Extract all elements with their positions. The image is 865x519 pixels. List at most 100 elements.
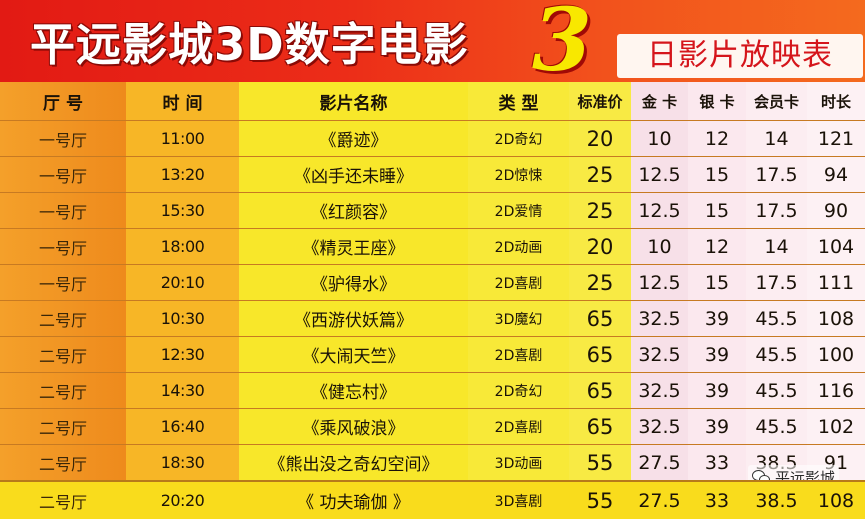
- hall-cell: 一号厅: [0, 193, 126, 228]
- hall-cell: 一号厅: [0, 121, 126, 156]
- film-title-cell: 《熊出没之奇幻空间》: [239, 445, 468, 480]
- hall-cell: 二号厅: [0, 373, 126, 408]
- silver-price-cell: 39: [688, 301, 746, 336]
- silver-price-cell: 12: [688, 229, 746, 264]
- column-header-time: 时 间: [126, 82, 239, 120]
- type-cell: 2D奇幻: [468, 373, 569, 408]
- film-title-cell: 《驴得水》: [239, 265, 468, 300]
- column-header-member-card: 会员卡: [746, 82, 807, 120]
- time-cell: 12:30: [126, 337, 239, 372]
- standard-price-cell: 55: [586, 488, 614, 513]
- duration-cell: 111: [807, 265, 865, 300]
- silver-price-cell: 33: [688, 445, 746, 480]
- duration-cell: 108: [817, 489, 855, 512]
- duration-cell: 104: [807, 229, 865, 264]
- column-header-title: 影片名称: [239, 82, 468, 120]
- table-row-highlight: 二号厅 20:20 《 功夫瑜伽 》 3D喜剧 55 27.5 33 38.5 108: [0, 480, 865, 519]
- hall-cell: 二号厅: [0, 337, 126, 372]
- duration-cell: 121: [807, 121, 865, 156]
- film-title-cell: 《大闹天竺》: [239, 337, 468, 372]
- type-cell: 3D动画: [468, 445, 569, 480]
- time-cell: 11:00: [126, 121, 239, 156]
- standard-price-cell: 65: [569, 373, 631, 408]
- gold-price-cell: 27.5: [631, 445, 688, 480]
- column-header-gold-card: 金 卡: [631, 82, 688, 120]
- type-cell: 3D魔幻: [468, 301, 569, 336]
- member-price-cell: 45.5: [746, 409, 807, 444]
- duration-cell: 90: [807, 193, 865, 228]
- row-divider: [0, 372, 865, 373]
- gold-price-cell: 12.5: [631, 265, 688, 300]
- type-cell: 2D奇幻: [468, 121, 569, 156]
- type-cell: 2D喜剧: [468, 409, 569, 444]
- time-cell: 18:30: [126, 445, 239, 480]
- member-price-cell: 14: [746, 121, 807, 156]
- hall-cell: 二号厅: [0, 301, 126, 336]
- time-cell: 16:40: [126, 409, 239, 444]
- gold-price-cell: 10: [631, 229, 688, 264]
- silver-price-cell: 15: [688, 193, 746, 228]
- standard-price-cell: 25: [569, 157, 631, 192]
- gold-price-cell: 12.5: [631, 157, 688, 192]
- film-title-cell: 《凶手还未睡》: [239, 157, 468, 192]
- column-header-hall: 厅 号: [0, 82, 126, 120]
- big-number: 3: [532, 0, 592, 82]
- column-header-silver-card: 银 卡: [688, 82, 746, 120]
- member-price-cell: 17.5: [746, 265, 807, 300]
- time-cell: 20:20: [160, 491, 205, 510]
- member-price-cell: 17.5: [746, 193, 807, 228]
- duration-cell: 116: [807, 373, 865, 408]
- hall-cell: 二号厅: [38, 492, 87, 512]
- time-cell: 13:20: [126, 157, 239, 192]
- film-title-cell: 《健忘村》: [239, 373, 468, 408]
- time-cell: 14:30: [126, 373, 239, 408]
- column-header-standard-price: 标准价: [569, 82, 631, 120]
- gold-price-cell: 32.5: [631, 373, 688, 408]
- silver-price-cell: 39: [688, 337, 746, 372]
- type-cell: 2D惊悚: [468, 157, 569, 192]
- silver-price-cell: 39: [688, 409, 746, 444]
- hall-cell: 一号厅: [0, 265, 126, 300]
- cinema-title: 平远影城3D数字电影: [30, 18, 469, 71]
- hall-cell: 一号厅: [0, 157, 126, 192]
- film-title-cell: 《精灵王座》: [239, 229, 468, 264]
- silver-price-cell: 33: [704, 489, 730, 512]
- column-header-duration: 时长: [807, 82, 865, 120]
- gold-price-cell: 10: [631, 121, 688, 156]
- duration-cell: 94: [807, 157, 865, 192]
- standard-price-cell: 65: [569, 301, 631, 336]
- header-banner: 平远影城3D数字电影 3 日影片放映表: [0, 0, 865, 82]
- row-divider: [0, 264, 865, 265]
- member-price-cell: 45.5: [746, 373, 807, 408]
- row-divider: [0, 192, 865, 193]
- standard-price-cell: 25: [569, 193, 631, 228]
- film-title-cell: 《西游伏妖篇》: [239, 301, 468, 336]
- member-price-cell: 45.5: [746, 337, 807, 372]
- member-price-cell: 17.5: [746, 157, 807, 192]
- film-title-cell: 《红颜容》: [239, 193, 468, 228]
- gold-price-cell: 32.5: [631, 337, 688, 372]
- standard-price-cell: 20: [569, 121, 631, 156]
- type-cell: 2D喜剧: [468, 265, 569, 300]
- standard-price-cell: 65: [569, 337, 631, 372]
- gold-price-cell: 12.5: [631, 193, 688, 228]
- standard-price-cell: 25: [569, 265, 631, 300]
- gold-price-cell: 32.5: [631, 301, 688, 336]
- silver-price-cell: 39: [688, 373, 746, 408]
- schedule-subtitle: 日影片放映表: [617, 34, 863, 78]
- time-cell: 20:10: [126, 265, 239, 300]
- column-header-type: 类 型: [468, 82, 569, 120]
- type-cell: 2D爱情: [468, 193, 569, 228]
- duration-cell: 100: [807, 337, 865, 372]
- row-divider: [0, 300, 865, 301]
- silver-price-cell: 15: [688, 265, 746, 300]
- standard-price-cell: 65: [569, 409, 631, 444]
- hall-cell: 一号厅: [0, 229, 126, 264]
- gold-price-cell: 27.5: [638, 489, 681, 512]
- member-price-cell: 38.5: [755, 489, 798, 512]
- film-title-cell: 《爵迹》: [239, 121, 468, 156]
- hall-cell: 二号厅: [0, 445, 126, 480]
- hall-cell: 二号厅: [0, 409, 126, 444]
- row-divider: [0, 408, 865, 409]
